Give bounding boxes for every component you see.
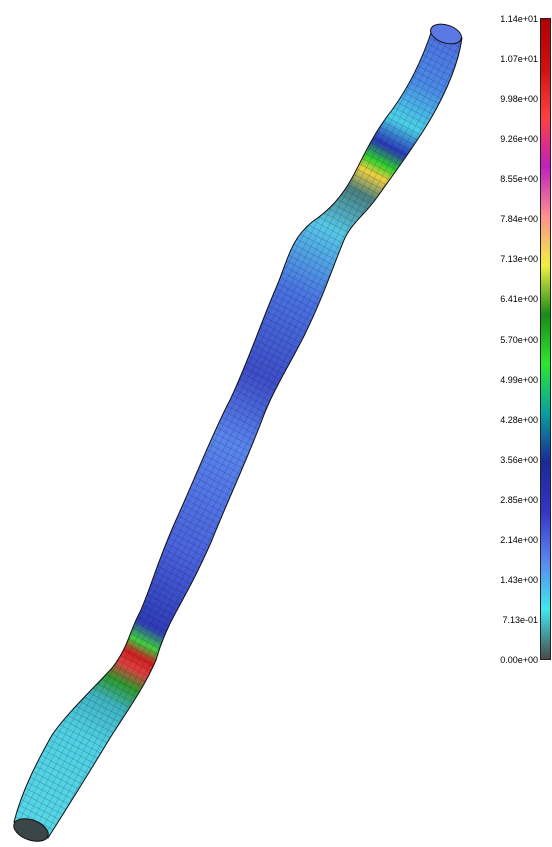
legend-tick-labels: 1.14e+01 1.07e+01 9.98e+00 9.26e+00 8.55e+00… (478, 0, 540, 847)
legend-tick-label: 2.14e+00 (500, 534, 538, 545)
legend-tick-label: 7.84e+00 (500, 214, 538, 225)
top-end-cap (430, 23, 462, 45)
legend-tick-label: 6.41e+00 (500, 294, 538, 305)
legend-tick-label: 1.43e+00 (500, 574, 538, 585)
legend-tick-label: 8.55e+00 (500, 174, 538, 185)
legend-tick-label: 0.00e+00 (500, 655, 538, 665)
legend-tick-label: 7.13e+00 (500, 254, 538, 265)
mesh-overlay (14, 30, 462, 838)
legend-tick-label: 1.07e+01 (500, 54, 538, 65)
legend-tick-label: 9.98e+00 (500, 94, 538, 105)
legend-tick-label: 7.13e-01 (502, 614, 538, 625)
legend-tick-label: 1.14e+01 (500, 14, 538, 24)
legend-tick-label: 9.26e+00 (500, 134, 538, 145)
legend-tick-label: 4.99e+00 (500, 374, 538, 385)
color-scale-bar (540, 18, 551, 660)
bottom-end-cap (13, 818, 49, 842)
legend-tick-label: 2.85e+00 (500, 494, 538, 505)
legend-tick-label: 3.56e+00 (500, 454, 538, 465)
legend-tick-label: 5.70e+00 (500, 334, 538, 345)
legend-tick-label: 4.28e+00 (500, 414, 538, 425)
